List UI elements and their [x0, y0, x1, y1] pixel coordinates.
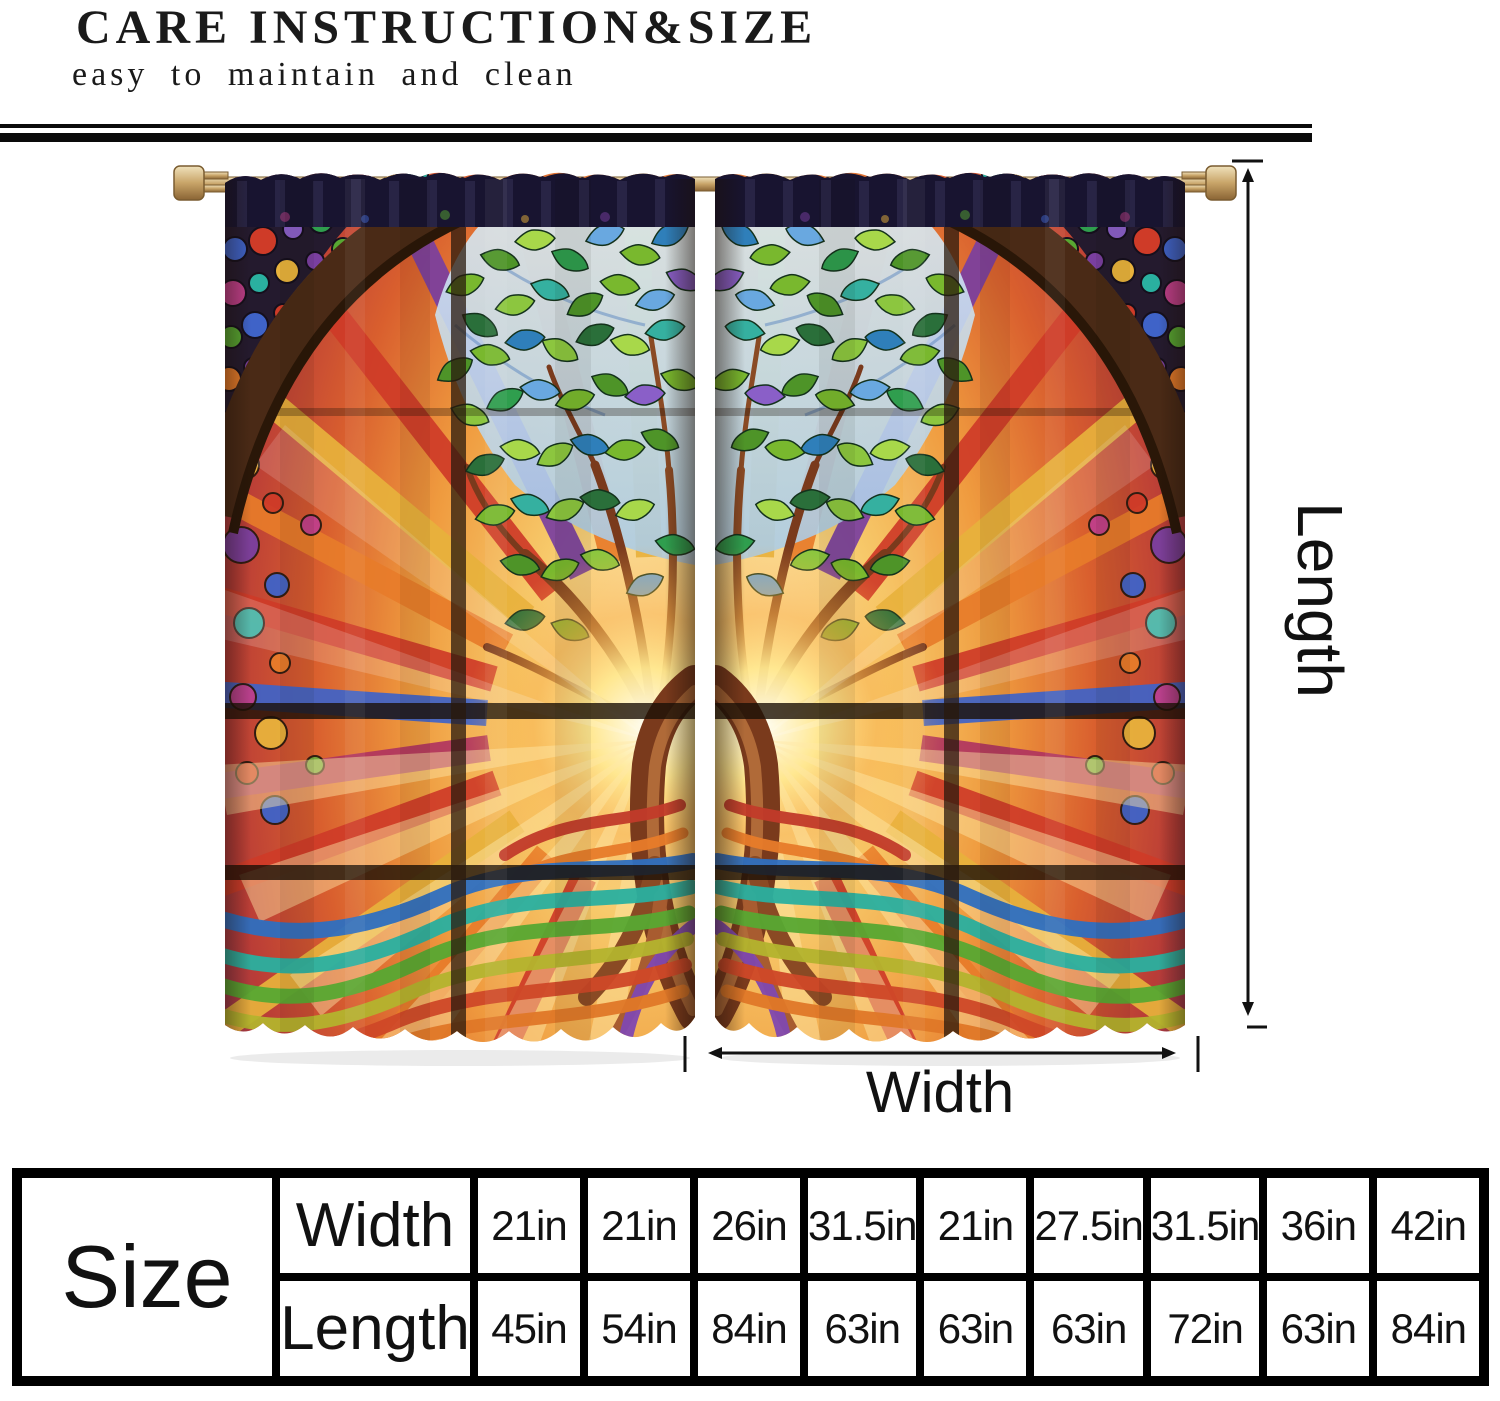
size-table: Size Width 21in 21in 26in 31.5in 21in 27.5in 31.…	[12, 1168, 1490, 1386]
size-value-cell: 42in	[1369, 1169, 1489, 1281]
length-label: Length	[1284, 502, 1356, 698]
size-value-cell: 31.5in	[1142, 1169, 1268, 1281]
size-value-cell: 27.5in	[1026, 1169, 1151, 1281]
size-value-cell: 63in	[799, 1273, 925, 1385]
length-dimension	[1232, 159, 1267, 1029]
width-arrowhead-right	[1162, 1047, 1176, 1059]
table-row: Length 45in 54in 84in 63in 63in 63in 72in 63in 84…	[17, 1273, 1489, 1385]
size-value-cell: 63in	[1259, 1273, 1378, 1385]
size-value-cell: 26in	[690, 1169, 808, 1281]
size-row-label: Length	[272, 1273, 478, 1385]
rod-finial-right	[1181, 165, 1237, 201]
divider-thick	[0, 133, 1312, 142]
size-value-cell: 31.5in	[799, 1169, 925, 1281]
size-value-cell: 45in	[470, 1273, 588, 1385]
page-subtitle: easy to maintain and clean	[72, 56, 577, 93]
size-value-cell: 63in	[916, 1273, 1035, 1385]
panel-shadow-left	[230, 1050, 690, 1066]
size-value-cell: 21in	[470, 1169, 588, 1281]
size-value-cell: 21in	[580, 1169, 698, 1281]
length-arrowhead-down	[1242, 1002, 1254, 1016]
size-value-cell: 63in	[1026, 1273, 1151, 1385]
width-arrowhead-left	[708, 1047, 722, 1059]
length-arrowhead-up	[1242, 168, 1254, 182]
size-table-body: Size Width 21in 21in 26in 31.5in 21in 27.5in 31.…	[13, 1169, 1489, 1385]
size-value-cell: 84in	[1369, 1273, 1489, 1385]
rod-finial-left	[173, 165, 229, 201]
size-row-label: Width	[272, 1169, 478, 1281]
size-value-cell: 72in	[1142, 1273, 1268, 1385]
width-dimension	[683, 1036, 1200, 1072]
divider-thin	[0, 124, 1312, 128]
size-value-cell: 36in	[1259, 1169, 1378, 1281]
width-label: Width	[866, 1060, 1014, 1125]
size-value-cell: 84in	[690, 1273, 808, 1385]
size-value-cell: 21in	[916, 1169, 1035, 1281]
size-value-cell: 54in	[580, 1273, 698, 1385]
size-corner-cell: Size	[13, 1169, 280, 1385]
table-row: Size Width 21in 21in 26in 31.5in 21in 27.5in 31.…	[13, 1169, 1489, 1385]
page-title: CARE INSTRUCTION&SIZE	[76, 1, 818, 54]
